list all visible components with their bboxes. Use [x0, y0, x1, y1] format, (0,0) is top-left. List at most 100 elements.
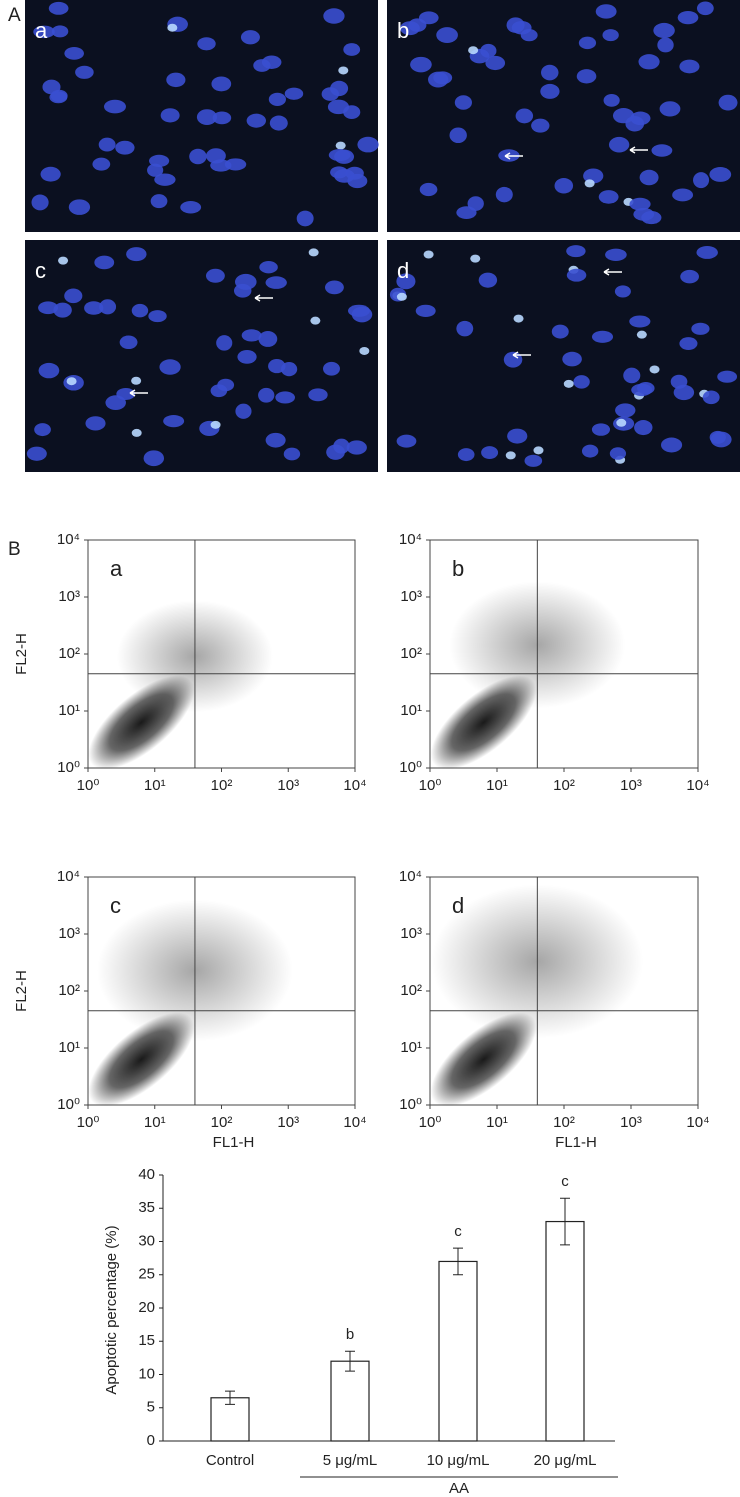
nucleus	[321, 87, 340, 101]
nucleus	[551, 324, 569, 339]
nucleus	[210, 420, 221, 429]
y-tick-label: 35	[138, 1199, 155, 1216]
plot-label: b	[452, 556, 464, 581]
y-tick-label: 40	[138, 1166, 155, 1183]
nucleus	[147, 163, 164, 177]
nucleus	[154, 173, 176, 186]
nucleus	[396, 273, 416, 290]
nucleus	[578, 36, 597, 50]
image-label: d	[397, 258, 409, 283]
nucleus	[717, 370, 738, 383]
nucleus	[92, 157, 111, 171]
x-tick-label: 10 μg/mL	[427, 1452, 490, 1469]
nucleus	[677, 10, 699, 25]
y-tick-label: 0	[147, 1432, 155, 1449]
x-tick-label: 10¹	[144, 777, 166, 794]
nucleus	[347, 173, 368, 189]
nucleus	[505, 451, 516, 460]
bar	[330, 1360, 370, 1442]
arrow	[129, 389, 148, 397]
image-label: b	[397, 18, 409, 43]
nucleus	[513, 314, 524, 323]
nucleus	[308, 248, 319, 257]
y-tick-label: 25	[138, 1266, 155, 1283]
dot-cloud	[88, 675, 195, 770]
nucleus	[533, 446, 544, 455]
y-tick-label: 10⁴	[57, 868, 80, 885]
nucleus	[696, 245, 718, 259]
nucleus	[131, 428, 142, 437]
nucleus	[485, 55, 506, 71]
x-tick-label: 10⁰	[77, 1114, 100, 1131]
nucleus	[346, 440, 367, 455]
nucleus	[308, 388, 328, 402]
nucleus	[197, 37, 216, 51]
nucleus	[615, 403, 636, 418]
nucleus	[40, 166, 61, 182]
nucleus	[211, 76, 232, 92]
y-tick-label: 10²	[58, 982, 80, 999]
nucleus	[410, 56, 432, 73]
y-tick-label: 10⁰	[57, 1096, 80, 1113]
nucleus	[235, 403, 252, 419]
nucleus	[696, 1, 714, 16]
y-tick-label: 10⁴	[399, 531, 422, 548]
nucleus	[38, 301, 59, 315]
nucleus	[66, 377, 77, 386]
nucleus	[680, 269, 699, 284]
nucleus	[554, 178, 574, 194]
nucleus	[649, 365, 660, 374]
nucleus	[495, 186, 513, 203]
nucleus	[605, 248, 627, 261]
x-tick-label: 10⁴	[686, 1114, 709, 1131]
nucleus	[638, 54, 660, 70]
nucleus	[641, 211, 662, 225]
nucleus	[672, 188, 694, 202]
x-tick-label: 10⁰	[419, 777, 442, 794]
nucleus	[679, 337, 698, 350]
nucleus	[357, 136, 379, 153]
nucleus	[659, 101, 681, 117]
nucleus	[396, 434, 417, 448]
y-tick-label: 10⁴	[57, 531, 80, 548]
x-tick-label: 10²	[553, 777, 575, 794]
nucleus	[449, 127, 467, 144]
y-tick-label: 15	[138, 1332, 155, 1349]
nucleus	[98, 137, 116, 152]
nucleus	[433, 71, 453, 85]
nucleus	[614, 285, 631, 298]
nucleus	[480, 43, 497, 58]
nucleus	[457, 448, 475, 462]
nucleus	[196, 109, 218, 125]
panel-label: A	[8, 5, 21, 26]
significance-label: c	[454, 1223, 462, 1240]
error-bar	[453, 1247, 463, 1276]
nucleus	[602, 29, 619, 42]
arrow	[603, 268, 622, 276]
x-tick-label: 5 μg/mL	[323, 1452, 378, 1469]
nucleus	[436, 27, 458, 43]
nucleus	[38, 362, 60, 379]
nucleus	[591, 423, 611, 436]
nucleus	[629, 315, 651, 328]
y-tick-label: 10⁴	[399, 868, 422, 885]
dot-cloud	[88, 1012, 195, 1107]
nucleus	[51, 25, 69, 38]
nucleus	[265, 276, 287, 289]
x-tick-label: 10²	[211, 1114, 233, 1131]
x-tick-label: 10³	[277, 1114, 299, 1131]
x-tick-label: 10¹	[486, 777, 508, 794]
nucleus	[160, 108, 180, 123]
y-tick-label: 10²	[400, 982, 422, 999]
nucleus	[275, 391, 295, 404]
nucleus	[34, 423, 51, 437]
y-tick-label: 10¹	[58, 702, 80, 719]
nucleus	[616, 418, 627, 427]
nucleus	[26, 446, 47, 461]
plot-label: c	[110, 893, 121, 918]
nucleus	[595, 4, 617, 19]
nucleus	[470, 254, 481, 263]
nucleus	[115, 140, 135, 155]
nucleus	[576, 69, 597, 84]
nucleus	[68, 199, 91, 215]
